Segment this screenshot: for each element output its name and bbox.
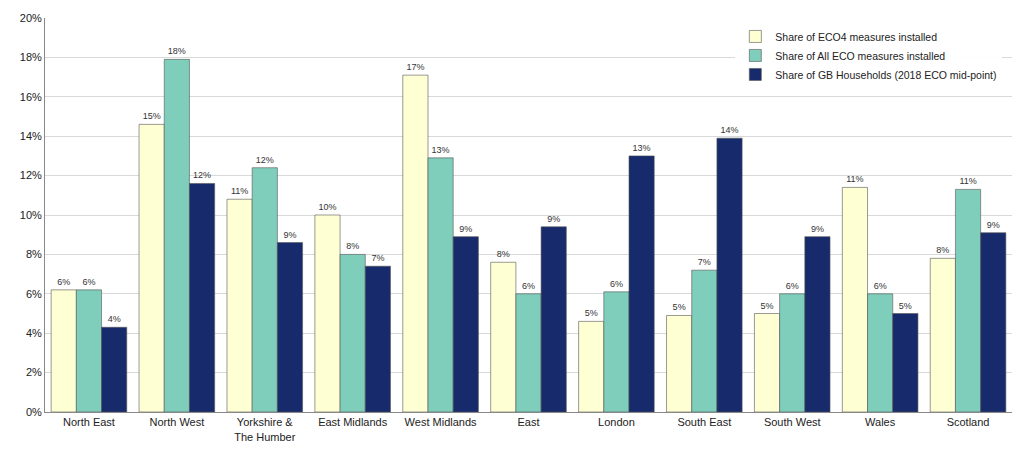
- svg-text:Share of All ECO measures inst: Share of All ECO measures installed: [775, 50, 945, 62]
- svg-text:2%: 2%: [26, 366, 42, 378]
- svg-text:12%: 12%: [256, 155, 274, 165]
- svg-text:Yorkshire &The Humber: Yorkshire &The Humber: [234, 416, 295, 442]
- svg-text:11%: 11%: [959, 176, 976, 186]
- svg-text:12%: 12%: [193, 170, 211, 180]
- svg-text:8%: 8%: [936, 245, 949, 255]
- svg-text:South West: South West: [764, 416, 821, 428]
- svg-text:East Midlands: East Midlands: [318, 416, 388, 428]
- svg-text:13%: 13%: [633, 143, 651, 153]
- svg-text:North East: North East: [63, 416, 115, 428]
- svg-text:6%: 6%: [57, 277, 70, 287]
- svg-text:18%: 18%: [20, 51, 42, 63]
- svg-text:8%: 8%: [497, 249, 510, 259]
- svg-text:4%: 4%: [26, 327, 42, 339]
- svg-text:5%: 5%: [761, 301, 774, 311]
- svg-text:20%: 20%: [20, 12, 42, 24]
- svg-text:0%: 0%: [26, 406, 42, 418]
- svg-text:9%: 9%: [283, 230, 296, 240]
- svg-text:Scotland: Scotland: [947, 416, 990, 428]
- svg-text:5%: 5%: [585, 308, 598, 318]
- svg-text:11%: 11%: [231, 186, 248, 196]
- svg-text:18%: 18%: [168, 46, 186, 56]
- svg-text:6%: 6%: [26, 288, 42, 300]
- svg-text:14%: 14%: [20, 130, 42, 142]
- svg-text:Share of GB Households (2018 E: Share of GB Households (2018 ECO mid-poi…: [775, 69, 996, 81]
- svg-text:8%: 8%: [26, 248, 42, 260]
- svg-text:London: London: [598, 416, 635, 428]
- svg-text:16%: 16%: [20, 91, 42, 103]
- svg-text:9%: 9%: [459, 224, 472, 234]
- svg-text:5%: 5%: [673, 302, 686, 312]
- svg-text:13%: 13%: [432, 145, 450, 155]
- svg-text:6%: 6%: [786, 281, 799, 291]
- svg-text:10%: 10%: [20, 209, 42, 221]
- svg-text:14%: 14%: [721, 125, 739, 135]
- svg-text:10%: 10%: [318, 202, 336, 212]
- svg-text:7%: 7%: [371, 253, 384, 263]
- svg-text:9%: 9%: [547, 214, 560, 224]
- svg-text:South East: South East: [677, 416, 731, 428]
- svg-text:Wales: Wales: [865, 416, 896, 428]
- svg-text:17%: 17%: [406, 62, 424, 72]
- svg-text:6%: 6%: [82, 277, 95, 287]
- svg-text:6%: 6%: [522, 281, 535, 291]
- svg-text:6%: 6%: [610, 279, 623, 289]
- svg-text:North West: North West: [149, 416, 204, 428]
- svg-text:12%: 12%: [20, 169, 42, 181]
- svg-text:East: East: [517, 416, 539, 428]
- svg-text:6%: 6%: [874, 281, 887, 291]
- svg-text:9%: 9%: [811, 224, 824, 234]
- svg-text:11%: 11%: [846, 174, 863, 184]
- svg-text:West Midlands: West Midlands: [405, 416, 477, 428]
- svg-text:7%: 7%: [698, 257, 711, 267]
- svg-text:9%: 9%: [987, 220, 1000, 230]
- svg-text:15%: 15%: [143, 111, 161, 121]
- svg-text:8%: 8%: [346, 241, 359, 251]
- svg-text:4%: 4%: [108, 314, 121, 324]
- svg-text:5%: 5%: [899, 301, 912, 311]
- svg-text:Share of ECO4 measures install: Share of ECO4 measures installed: [775, 31, 937, 43]
